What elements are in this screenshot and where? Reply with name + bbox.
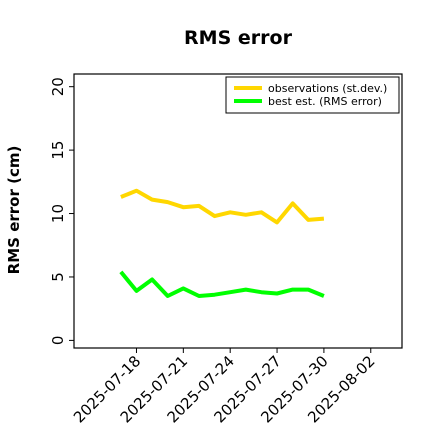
legend: observations (st.dev.) best est. (RMS er… — [225, 76, 400, 114]
chart-title: RMS error — [184, 27, 293, 49]
legend-box — [225, 76, 400, 114]
plot-area-frame — [73, 73, 403, 349]
x-axis-ticks: 2025-07-182025-07-212025-07-242025-07-27… — [70, 348, 379, 426]
y-axis-label: RMS error (cm) — [5, 146, 23, 275]
plot-lines — [119, 188, 325, 298]
y-tick-label: 5 — [49, 272, 67, 282]
series-line-best-estimate — [119, 270, 325, 298]
y-axis-ticks: 0 5 10 15 20 — [49, 77, 74, 345]
y-tick-label: 10 — [49, 204, 67, 223]
y-tick-label: 15 — [49, 141, 67, 160]
legend-label-best-estimate: best est. (RMS error) — [268, 95, 382, 108]
series-line-observations — [120, 188, 325, 225]
y-tick-label: 0 — [49, 336, 67, 346]
legend-label-observations: observations (st.dev.) — [268, 82, 387, 95]
y-tick-label: 20 — [49, 77, 67, 96]
